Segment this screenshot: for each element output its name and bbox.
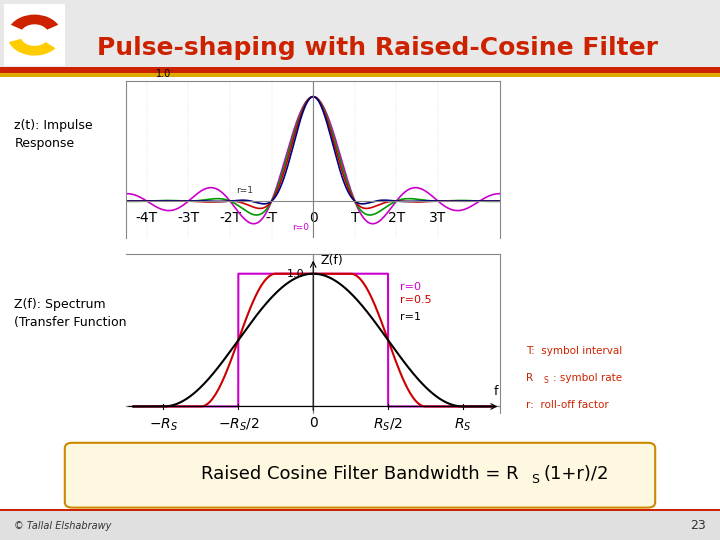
Text: z(t): Impulse
Response: z(t): Impulse Response: [14, 119, 93, 151]
Bar: [4, 4, 65, 66]
Text: Z(f): Spectrum
(Transfer Function): Z(f): Spectrum (Transfer Function): [14, 298, 132, 329]
FancyBboxPatch shape: [65, 443, 655, 508]
Text: f: f: [494, 386, 498, 399]
Text: T:  symbol interval: T: symbol interval: [526, 346, 622, 356]
Text: 23: 23: [690, 519, 706, 532]
Text: Pulse-shaping with Raised-Cosine Filter: Pulse-shaping with Raised-Cosine Filter: [97, 36, 658, 59]
Text: © Tallal Elshabrawy: © Tallal Elshabrawy: [14, 521, 112, 531]
Wedge shape: [9, 35, 55, 56]
Text: r=1: r=1: [236, 186, 253, 195]
Text: R: R: [526, 373, 533, 383]
Text: Raised Cosine Filter Bandwidth = R: Raised Cosine Filter Bandwidth = R: [201, 465, 519, 483]
Text: r=0.5: r=0.5: [400, 295, 432, 305]
Bar: [0, 68, 720, 73]
Bar: [0, 510, 720, 540]
Text: Z(f): Z(f): [320, 254, 343, 267]
Text: S: S: [531, 473, 539, 486]
Bar: [0, 0, 720, 69]
Text: 1.0: 1.0: [156, 70, 171, 79]
Text: (1+r)/2: (1+r)/2: [544, 465, 609, 483]
Text: S: S: [544, 376, 549, 385]
Text: r=0: r=0: [400, 282, 421, 292]
Text: r=1: r=1: [400, 312, 421, 322]
Text: : symbol rate: : symbol rate: [553, 373, 622, 383]
Bar: [0, 509, 720, 511]
Wedge shape: [20, 24, 49, 46]
Wedge shape: [11, 15, 58, 35]
Text: r:  roll-off factor: r: roll-off factor: [526, 400, 608, 410]
Bar: [0, 73, 720, 77]
Text: r=0: r=0: [292, 224, 310, 232]
Text: 1.0: 1.0: [287, 269, 305, 279]
